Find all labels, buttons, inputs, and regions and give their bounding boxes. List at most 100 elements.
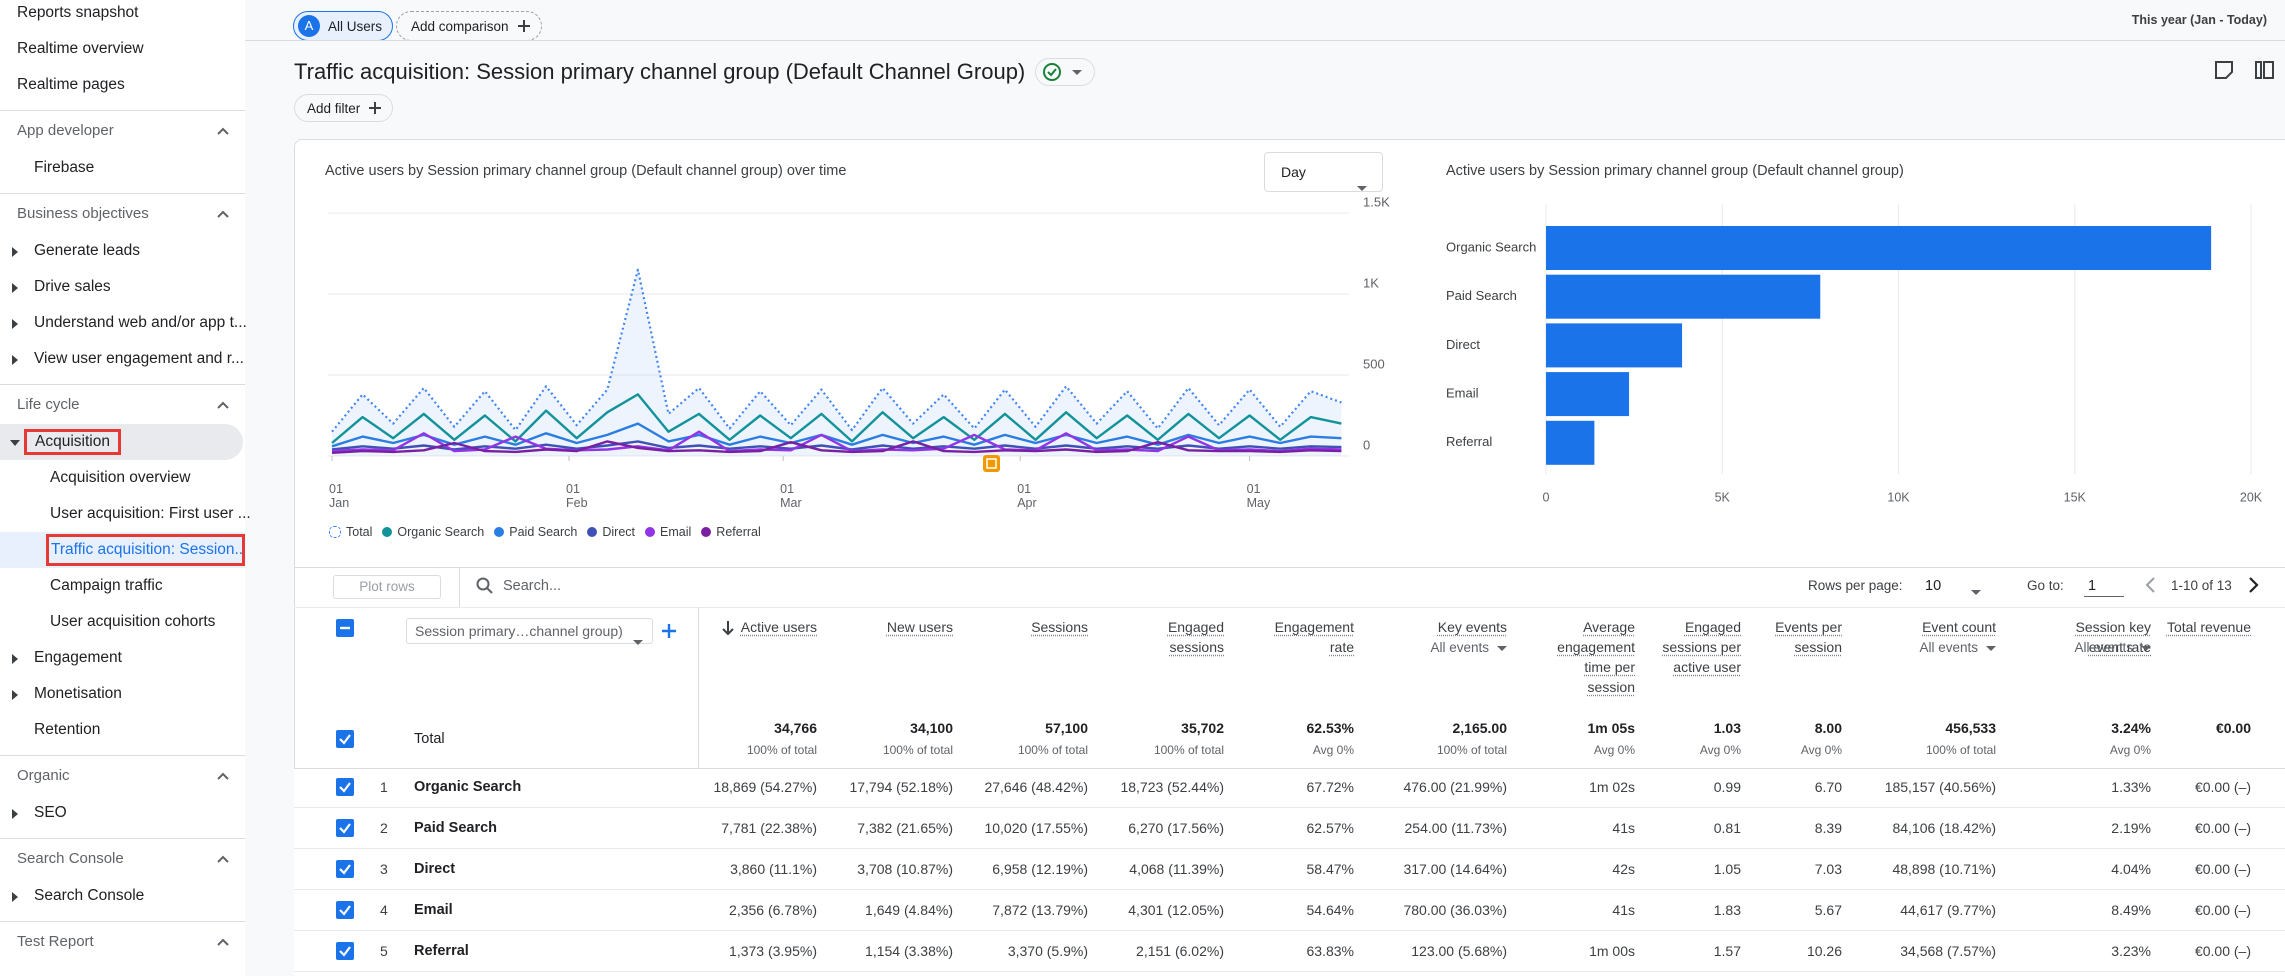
nav-item[interactable]: Firebase xyxy=(34,159,95,176)
legend-item[interactable]: Paid Search xyxy=(494,525,577,539)
expand-arrow[interactable] xyxy=(9,436,21,448)
nav-item[interactable]: Engagement xyxy=(34,649,122,666)
nav-item[interactable]: Traffic acquisition: Session... xyxy=(46,534,245,566)
nav-item[interactable]: Reports snapshot xyxy=(17,4,139,21)
nav-item[interactable]: View user engagement and r... xyxy=(34,350,244,367)
nav-item[interactable]: SEO xyxy=(34,804,67,821)
nav-item[interactable]: Realtime overview xyxy=(17,40,144,57)
nav-item[interactable]: Understand web and/or app t... xyxy=(34,314,247,331)
nav-item[interactable]: Life cycle xyxy=(17,396,80,413)
row-name[interactable]: Paid Search xyxy=(414,820,498,836)
prev-page[interactable] xyxy=(2144,576,2158,594)
collapse-chevron-glyph xyxy=(217,855,229,863)
row-checkbox[interactable] xyxy=(336,901,354,919)
legend-item[interactable]: Organic Search xyxy=(382,525,484,539)
expand-arrow[interactable] xyxy=(9,245,21,257)
search-input[interactable]: Search... xyxy=(503,578,562,594)
nav-item[interactable]: Search Console xyxy=(17,850,124,867)
column-header[interactable]: Key events xyxy=(1419,617,1507,637)
row-name[interactable]: Email xyxy=(414,902,453,918)
row-checkbox[interactable] xyxy=(336,778,354,796)
nav-item[interactable]: Search Console xyxy=(34,887,145,904)
annotation-icon[interactable] xyxy=(982,454,1001,473)
legend-item[interactable]: Email xyxy=(645,525,691,539)
column-header[interactable]: Total revenue xyxy=(2163,617,2251,637)
next-page[interactable] xyxy=(2246,576,2260,594)
notes-icon[interactable] xyxy=(2214,60,2234,80)
row-name[interactable]: Organic Search xyxy=(414,779,522,795)
legend-item[interactable]: Direct xyxy=(587,525,635,539)
legend-item[interactable]: Total xyxy=(329,525,372,539)
nav-item[interactable]: Drive sales xyxy=(34,278,111,295)
metric-filter[interactable]: All events xyxy=(1397,638,1507,662)
nav-item[interactable]: Organic xyxy=(17,767,70,784)
row-checkbox[interactable] xyxy=(336,819,354,837)
expand-arrow[interactable] xyxy=(9,652,21,664)
column-header[interactable]: Average engagement time per session xyxy=(1547,617,1635,697)
nav-item[interactable]: User acquisition cohorts xyxy=(50,613,216,630)
title-status-chip[interactable] xyxy=(1035,58,1096,86)
nav-item[interactable]: App developer xyxy=(17,122,114,139)
nav-item[interactable]: Campaign traffic xyxy=(50,577,163,594)
dimension-dropdown[interactable]: Session primary…channel group) xyxy=(406,618,653,645)
arrow-glyph xyxy=(2141,646,2151,651)
nav-selected-bg xyxy=(0,532,245,568)
nav-item[interactable]: Test Report xyxy=(17,933,94,950)
metric-filter[interactable]: All events xyxy=(2041,638,2151,662)
add-comparison[interactable]: Add comparison xyxy=(396,11,542,41)
expand-arrow[interactable] xyxy=(9,317,21,329)
expand-arrow-glyph xyxy=(12,892,18,902)
go-to-input[interactable]: 1 xyxy=(2084,576,2124,597)
collapse-chevron[interactable] xyxy=(216,935,230,949)
metric-filter-label: All events xyxy=(1430,640,1489,655)
plot-rows-button[interactable]: Plot rows xyxy=(333,575,441,599)
column-header[interactable]: Active users xyxy=(729,617,817,637)
row-checkbox[interactable] xyxy=(336,619,354,637)
row-checkbox[interactable] xyxy=(336,860,354,878)
rows-per-page[interactable]: 10 xyxy=(1925,578,1942,594)
nav-item[interactable]: Generate leads xyxy=(34,242,140,259)
nav-item[interactable]: Realtime pages xyxy=(17,76,125,93)
segment-avatar: A xyxy=(298,15,320,37)
column-header[interactable]: Engaged sessions xyxy=(1136,617,1224,657)
expand-arrow[interactable] xyxy=(9,281,21,293)
add-dimension[interactable] xyxy=(662,624,676,638)
nav-item[interactable]: Retention xyxy=(34,721,101,738)
row-name[interactable]: Direct xyxy=(414,861,456,877)
segment-chip[interactable]: A All Users xyxy=(293,11,394,41)
collapse-chevron[interactable] xyxy=(216,124,230,138)
collapse-chevron[interactable] xyxy=(216,207,230,221)
column-header[interactable]: Sessions xyxy=(1000,617,1088,637)
add-filter[interactable]: Add filter xyxy=(294,94,394,122)
collapse-chevron[interactable] xyxy=(216,852,230,866)
column-header[interactable]: Engaged sessions per active user xyxy=(1653,617,1741,677)
granularity-dropdown[interactable]: Day xyxy=(1264,152,1383,192)
nav-item[interactable]: Acquisition overview xyxy=(50,469,191,486)
column-header[interactable]: Engagement rate xyxy=(1266,617,1354,657)
collapse-chevron[interactable] xyxy=(216,398,230,412)
column-header[interactable]: Event count xyxy=(1908,617,1996,637)
column-header[interactable]: Events per session xyxy=(1754,617,1842,657)
customize-icon[interactable] xyxy=(2254,60,2276,80)
row-index: 4 xyxy=(380,902,388,918)
row-name[interactable]: Referral xyxy=(414,943,469,959)
expand-arrow[interactable] xyxy=(9,807,21,819)
dropdown-arrow[interactable] xyxy=(1971,583,1981,595)
nav-item[interactable]: Business objectives xyxy=(17,205,149,222)
expand-arrow-glyph xyxy=(12,654,18,664)
cell: 3,370 (5.9%) xyxy=(1007,943,1088,959)
expand-arrow[interactable] xyxy=(9,353,21,365)
nav-item[interactable]: User acquisition: First user ... xyxy=(50,505,251,522)
row-checkbox[interactable] xyxy=(336,730,354,748)
nav-item[interactable]: Monetisation xyxy=(34,685,122,702)
expand-arrow[interactable] xyxy=(9,688,21,700)
expand-arrow[interactable] xyxy=(9,890,21,902)
metric-filter[interactable]: All events xyxy=(1886,638,1996,662)
nav-item[interactable]: Acquisition xyxy=(24,429,121,455)
collapse-chevron[interactable] xyxy=(216,769,230,783)
row-checkbox[interactable] xyxy=(336,942,354,960)
legend-item[interactable]: Referral xyxy=(701,525,761,539)
column-header[interactable]: New users xyxy=(865,617,953,637)
column-header[interactable]: Session key event rate xyxy=(2063,617,2151,657)
